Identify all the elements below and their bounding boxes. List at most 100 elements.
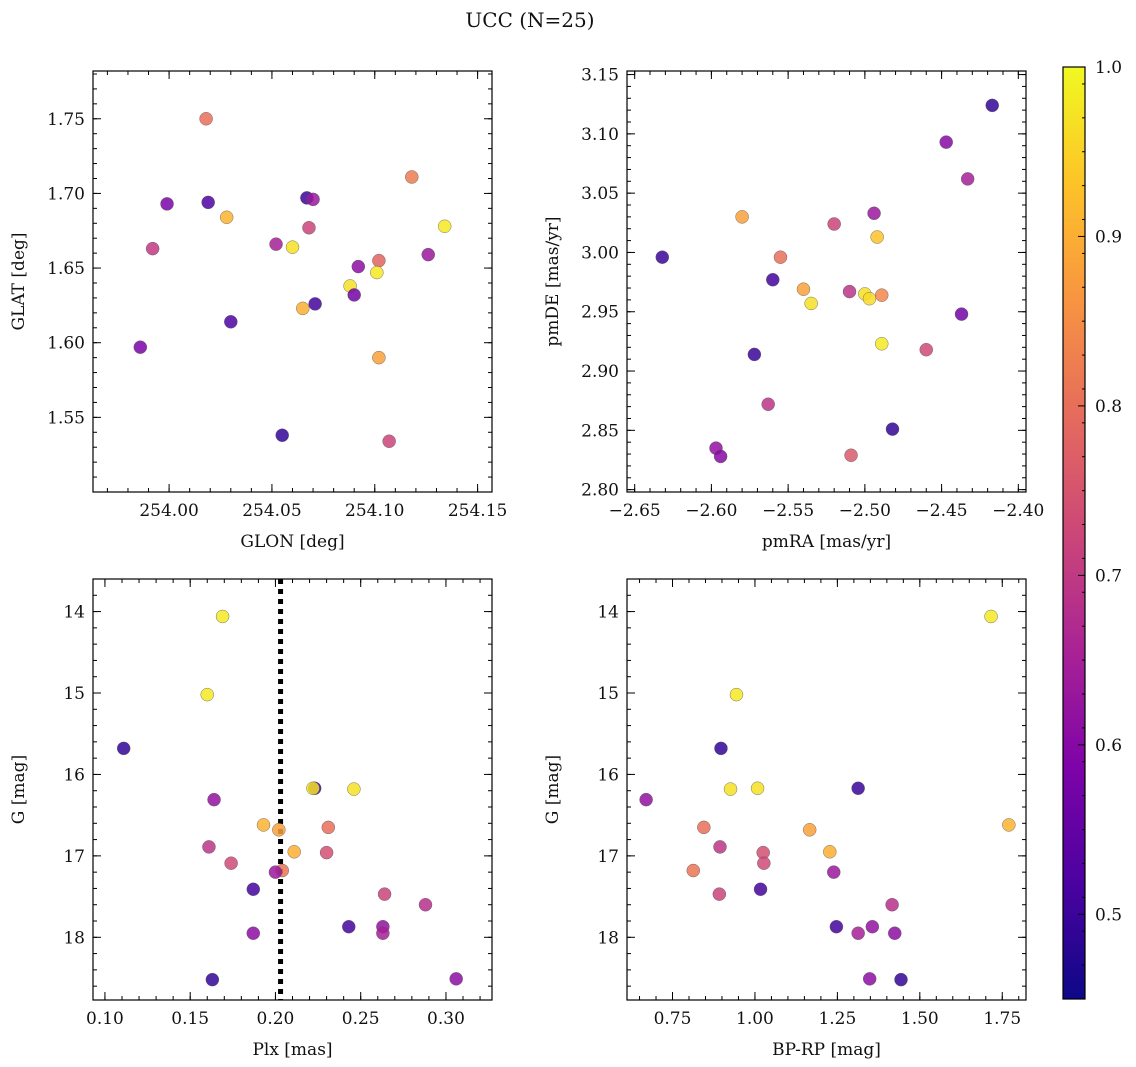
y-tick-label: 1.55 [47, 408, 85, 428]
x-tick-label: −2.65 [609, 501, 661, 521]
panel-pmra-pmde: −2.65 −2.60 −2.55 −2.50 −2.45 −2.40 2.80 2.85 2.… [543, 66, 1044, 552]
y-tick-label: 3.05 [581, 184, 619, 204]
y-tick-label: 15 [597, 684, 619, 704]
colorbar: 0.5 0.6 0.7 0.8 0.9 1.0 [1062, 58, 1122, 1000]
data-point [723, 782, 738, 796]
y-tick-label: 2.90 [581, 362, 619, 382]
data-point [285, 240, 300, 254]
data-point [370, 265, 384, 280]
data-point [449, 972, 463, 986]
x-tick-label: 1.75 [983, 1009, 1021, 1029]
data-point [246, 882, 260, 896]
data-point [851, 781, 865, 795]
x-tick-label: −2.40 [992, 501, 1044, 521]
colorbar-tick-label: 0.6 [1095, 736, 1122, 756]
data-point [753, 882, 768, 896]
data-point [256, 818, 271, 832]
data-point [306, 192, 320, 207]
y-tick-label: 3.10 [581, 125, 619, 145]
x-tick-label: 1.25 [818, 1009, 856, 1029]
data-point [885, 898, 899, 912]
colorbar-tick-label: 1.0 [1095, 58, 1122, 78]
data-point [272, 823, 286, 837]
x-tick-label: 1.50 [901, 1009, 939, 1029]
data-point [321, 820, 336, 835]
y-tick-label: 2.80 [581, 481, 619, 501]
x-tick-label: −2.45 [916, 501, 968, 521]
data-point [713, 840, 727, 854]
data-point [919, 342, 933, 357]
data-point [133, 340, 148, 354]
x-tick-label: 0.25 [342, 1009, 380, 1029]
x-tick-label: −2.60 [685, 501, 737, 521]
data-point [939, 135, 953, 149]
y-tick-label: 18 [63, 928, 85, 948]
data-point [372, 253, 386, 268]
data-point [729, 687, 744, 702]
panel-bprp-g: 0.75 1.00 1.25 1.50 1.75 14 15 16 17 18 BP-RP [mag… [543, 578, 1027, 1060]
tick-marks [627, 578, 1026, 1000]
x-tick-label: 0.30 [427, 1009, 465, 1029]
data-point [851, 926, 865, 940]
data-point [287, 845, 301, 859]
data-point [796, 282, 811, 296]
data-point [766, 273, 780, 287]
x-axis-label: pmRA [mas/yr] [762, 532, 891, 552]
data-point [160, 197, 174, 211]
data-point [875, 288, 889, 302]
data-point [372, 350, 386, 365]
y-tick-label: 14 [63, 603, 85, 623]
data-point [639, 792, 653, 807]
axes-frame [92, 70, 493, 493]
data-point [376, 926, 390, 940]
data-point [319, 845, 334, 860]
data-point [437, 219, 452, 233]
figure-title: UCC (N=25) [465, 8, 594, 32]
data-point [842, 284, 857, 299]
data-point [224, 315, 238, 329]
y-tick-label: 17 [63, 847, 85, 867]
x-tick-label: 254.10 [345, 501, 404, 521]
y-tick-label: 2.85 [581, 421, 619, 441]
data-point [269, 237, 283, 251]
x-tick-label: −2.50 [839, 501, 891, 521]
data-point [865, 920, 880, 934]
y-tick-label: 15 [63, 684, 85, 704]
x-tick-label: 0.75 [654, 1009, 692, 1029]
scatter-points [655, 98, 999, 464]
data-point [984, 609, 998, 624]
data-point [827, 865, 841, 879]
data-point [894, 972, 908, 987]
data-point [867, 206, 881, 221]
data-point [713, 449, 728, 464]
data-point [875, 337, 889, 351]
data-point [870, 230, 884, 244]
data-point [224, 856, 238, 870]
data-point [347, 288, 361, 302]
data-point [757, 856, 771, 870]
data-point [296, 301, 310, 316]
colorbar-tick-label: 0.9 [1095, 227, 1122, 247]
data-point [714, 741, 728, 756]
data-point [405, 170, 419, 184]
x-axis-label: BP-RP [mag] [772, 1040, 881, 1060]
y-tick-label: 1.70 [47, 184, 85, 204]
data-point [773, 250, 788, 264]
panel-plx-g: 0.10 0.15 0.20 0.25 0.30 14 15 16 17 18 Plx [mas] G… [9, 578, 493, 1060]
data-point [306, 781, 320, 795]
data-point [1002, 818, 1016, 832]
data-point [960, 172, 975, 186]
tick-marks [93, 71, 492, 493]
data-point [862, 972, 877, 986]
data-point [954, 307, 969, 321]
y-tick-label: 16 [597, 765, 619, 785]
data-point [697, 820, 711, 835]
data-point [844, 448, 858, 462]
data-point [747, 347, 762, 362]
y-tick-label: 16 [63, 765, 85, 785]
x-tick-label: 0.20 [257, 1009, 295, 1029]
x-tick-label: 254.15 [448, 501, 507, 521]
scatter-points [639, 609, 1016, 987]
y-tick-label: 1.75 [47, 110, 85, 130]
data-point [804, 296, 818, 311]
